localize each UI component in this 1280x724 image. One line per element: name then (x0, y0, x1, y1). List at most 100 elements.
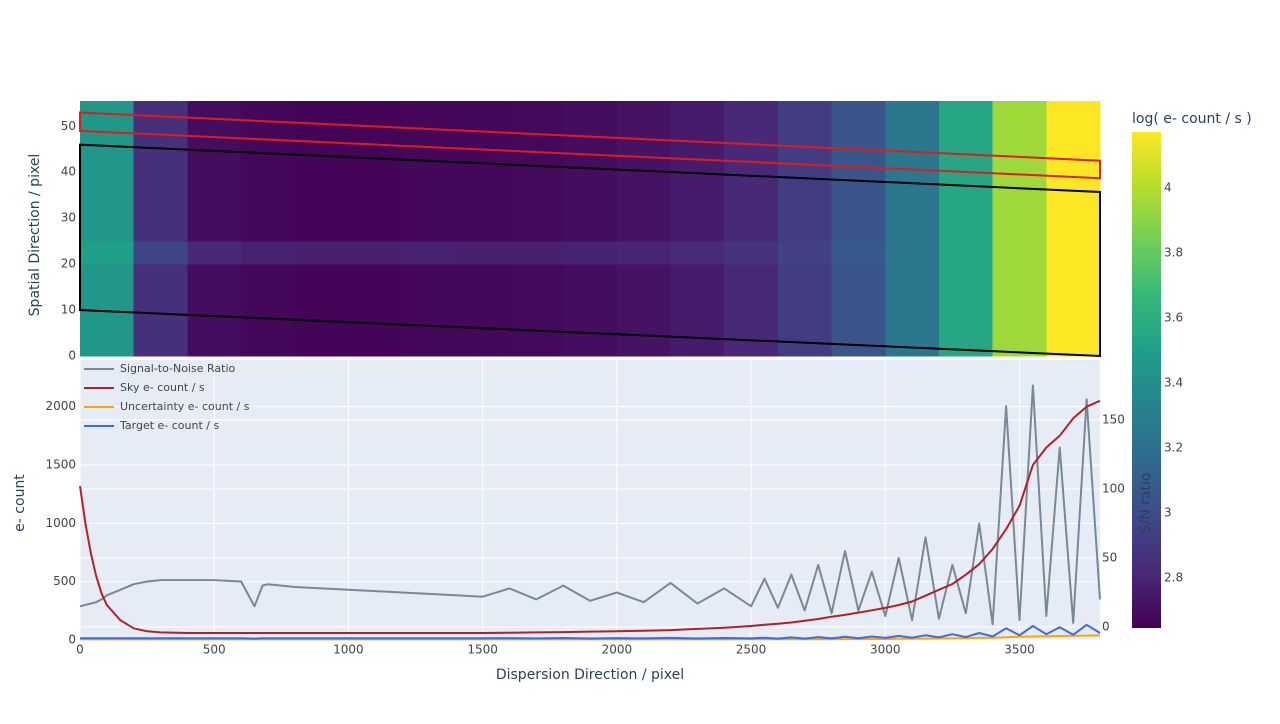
heatmap-cell (885, 101, 940, 127)
heatmap-cell (348, 333, 403, 357)
heatmap-cell (133, 126, 188, 150)
aperture (79, 143, 1101, 358)
heatmap-cell (563, 264, 618, 288)
x-tick-label: 1000 (333, 643, 364, 657)
heatmap-cell (509, 264, 564, 288)
heatmap-cell (294, 241, 350, 265)
y2-axis-title: S/N ratio (1138, 473, 1154, 534)
heatmap-cell (187, 287, 242, 311)
heatmap-cell (80, 241, 135, 265)
heatmap-cell (402, 287, 457, 311)
heatmap-cell (241, 241, 296, 265)
y2-tick-label: 150 (1102, 413, 1125, 427)
heatmap-cell (402, 310, 457, 334)
heatmap-cell (509, 172, 564, 196)
heatmap-cell (616, 195, 672, 219)
heatmap-cell (455, 310, 511, 334)
heatmap-cell (509, 101, 564, 127)
heatmap-cell (348, 287, 403, 311)
heatmap-cell (80, 149, 135, 173)
heatmap-cell (831, 149, 886, 173)
heatmap-cell (133, 333, 188, 357)
heatmap-cell (992, 333, 1047, 357)
heatmap-cell (670, 149, 725, 173)
heatmap-cell (241, 218, 296, 242)
heatmap-cell (241, 149, 296, 173)
heatmap-cell (455, 195, 511, 219)
heatmap-cell (777, 126, 833, 150)
heatmap-cell (563, 310, 618, 334)
colorbar-tick-label: 3.4 (1164, 375, 1183, 389)
heatmap-cell (724, 218, 779, 242)
series-line (80, 623, 1101, 640)
heatmap-cell (455, 264, 511, 288)
heatmap-cell (133, 241, 188, 265)
y-tick-label: 30 (61, 211, 76, 225)
y-tick-label: 50 (61, 119, 76, 133)
heatmap-cell (80, 218, 135, 242)
heatmap-cell (992, 149, 1047, 173)
heatmap-cell (777, 333, 833, 357)
heatmap-cell (80, 172, 135, 196)
heatmap-cell (616, 101, 672, 127)
heatmap-cell (724, 310, 779, 334)
heatmap-cell (80, 333, 135, 357)
heatmap-cell (509, 241, 564, 265)
y-tick-label: 10 (61, 303, 76, 317)
x-tick-label: 2500 (736, 643, 767, 657)
heatmap-cell (294, 126, 350, 150)
heatmap-cell (885, 287, 940, 311)
heatmap-cell (1046, 241, 1101, 265)
heatmap-cell (670, 218, 725, 242)
heatmap-cell (724, 172, 779, 196)
heatmap-cell (455, 287, 511, 311)
heatmap-cell (402, 172, 457, 196)
heatmap-cell (724, 333, 779, 357)
heatmap-cell (455, 333, 511, 357)
x-tick-label: 0 (76, 643, 84, 657)
y-axis-title: Spatial Direction / pixel (27, 154, 43, 317)
heatmap-cell (938, 287, 994, 311)
heatmap-cell (777, 310, 833, 334)
series-line (79, 399, 1101, 634)
heatmap-cell (187, 333, 242, 357)
heatmap-cell (616, 287, 672, 311)
y-tick-label: 40 (61, 165, 76, 179)
heatmap-cell (294, 195, 350, 219)
heatmap-cell (133, 101, 188, 127)
heatmap-cell (885, 264, 940, 288)
heatmap-cell (80, 195, 135, 219)
heatmap-cell (616, 149, 672, 173)
heatmap-cell (1046, 333, 1101, 357)
heatmap-cell (831, 195, 886, 219)
heatmap-cell (992, 172, 1047, 196)
heatmap-cell (348, 101, 403, 127)
heatmap-cell (348, 241, 403, 265)
heatmap-cell (294, 149, 350, 173)
heatmap-cell (187, 264, 242, 288)
heatmap-cell (1046, 218, 1101, 242)
heatmap-cell (938, 172, 994, 196)
colorbar-tick-label: 2.8 (1164, 570, 1183, 584)
heatmap-cell (670, 241, 725, 265)
heatmap-cell (455, 218, 511, 242)
heatmap-cell (402, 333, 457, 357)
series-line (80, 634, 1101, 641)
heatmap-cell (724, 241, 779, 265)
heatmap-cell (133, 287, 188, 311)
heatmap-cell (509, 310, 564, 334)
heatmap-cell (885, 195, 940, 219)
heatmap-cell (992, 218, 1047, 242)
y-tick-label: 500 (53, 574, 76, 588)
heatmap-cell (938, 310, 994, 334)
y-tick-label: 2000 (45, 399, 76, 413)
heatmap-cell (938, 195, 994, 219)
legend-label: Target e- count / s (119, 419, 219, 432)
heatmap-cell (616, 264, 672, 288)
heatmap-cell (133, 149, 188, 173)
heatmap-cell (777, 218, 833, 242)
heatmap-cell (938, 264, 994, 288)
heatmap-cell (348, 172, 403, 196)
heatmap-cell (831, 287, 886, 311)
